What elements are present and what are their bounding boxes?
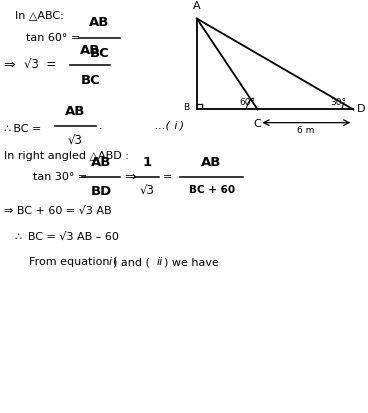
Text: BD: BD: [91, 185, 112, 198]
Text: =: =: [163, 172, 172, 182]
Text: C: C: [254, 119, 262, 128]
Text: In △ABC:: In △ABC:: [15, 10, 63, 20]
Text: BC: BC: [80, 74, 100, 86]
Text: ) we have: ) we have: [164, 257, 219, 267]
Text: ∴  BC = √3 AB – 60: ∴ BC = √3 AB – 60: [15, 231, 118, 241]
Text: tan 30° =: tan 30° =: [33, 172, 87, 182]
Text: In right angled △ABD :: In right angled △ABD :: [4, 151, 128, 161]
Text: B: B: [183, 103, 190, 112]
Text: √3: √3: [140, 185, 155, 198]
Text: D: D: [357, 104, 365, 114]
Text: From equation (: From equation (: [29, 257, 118, 267]
Text: BC: BC: [89, 47, 109, 60]
Text: i: i: [109, 257, 112, 267]
Text: AB: AB: [89, 16, 110, 29]
Text: ⇒: ⇒: [4, 58, 15, 72]
Text: ii: ii: [156, 257, 163, 267]
Text: 1: 1: [143, 156, 152, 169]
Text: .: .: [99, 121, 102, 131]
Text: A: A: [193, 1, 201, 11]
Text: ...(  i ): ...( i ): [155, 121, 184, 131]
Text: 6 m: 6 m: [297, 126, 314, 135]
Text: AB: AB: [201, 156, 222, 169]
Text: BC + 60: BC + 60: [188, 185, 235, 195]
Text: AB: AB: [80, 44, 100, 57]
Text: 30°: 30°: [331, 98, 347, 107]
Text: tan 60° =: tan 60° =: [26, 33, 80, 43]
Text: ⇒ BC + 60 = √3 AB: ⇒ BC + 60 = √3 AB: [4, 205, 111, 215]
Text: ∴ BC =: ∴ BC =: [4, 124, 41, 134]
Text: ) and (: ) and (: [113, 257, 150, 267]
Text: 60°: 60°: [240, 98, 256, 107]
Text: AB: AB: [65, 105, 86, 118]
Text: √3: √3: [68, 134, 83, 147]
Text: √3  =: √3 =: [24, 58, 56, 71]
Text: AB: AB: [91, 156, 112, 169]
Text: ⇒: ⇒: [124, 170, 136, 184]
